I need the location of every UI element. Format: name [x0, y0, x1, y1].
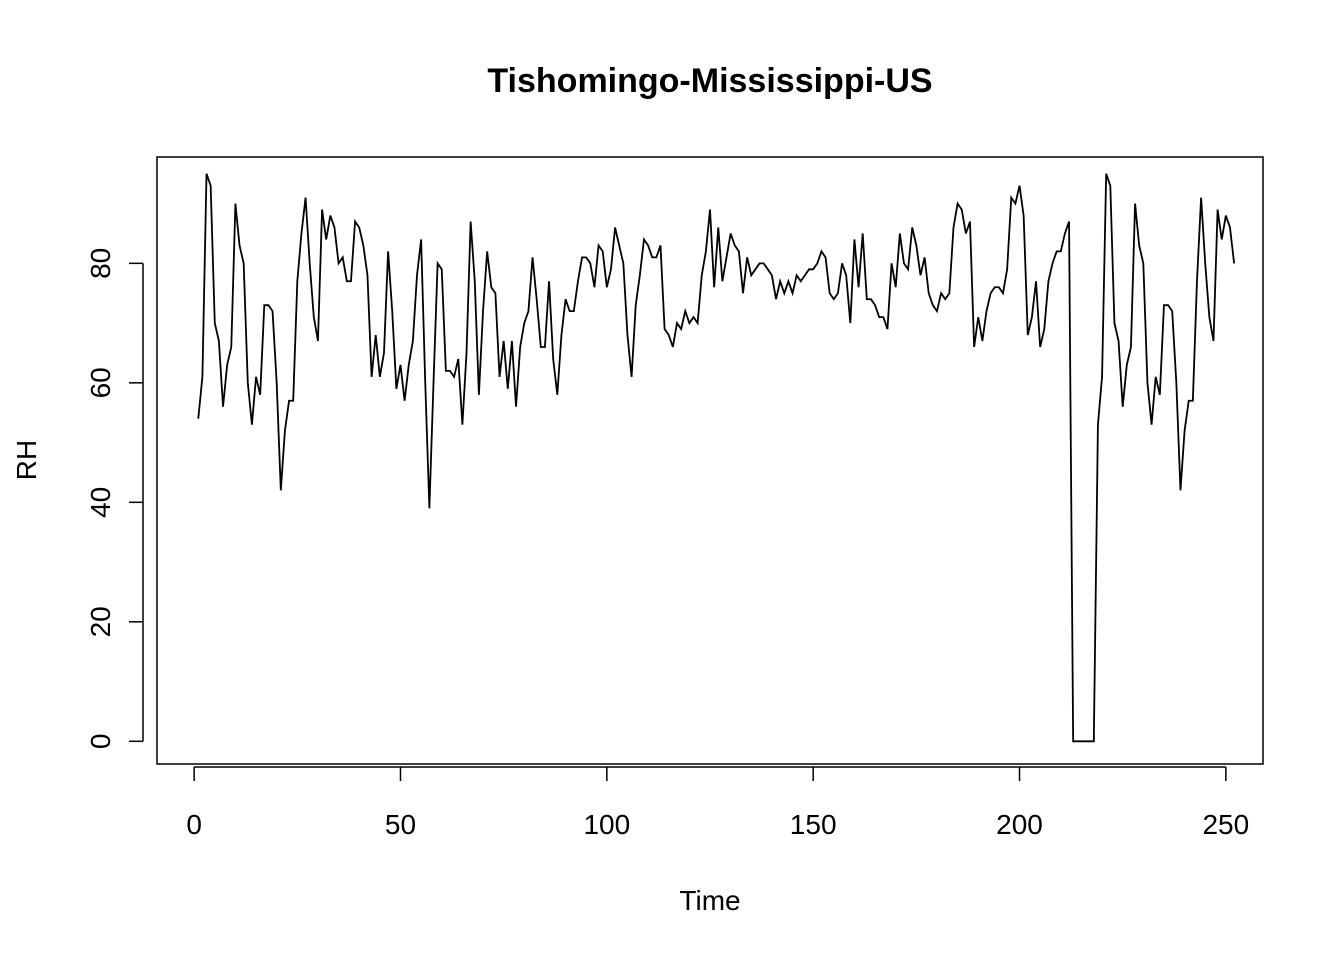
- y-tick-label: 40: [85, 487, 116, 518]
- x-axis: 0 50 100 150 200 250: [186, 766, 1249, 840]
- y-axis: 0 20 40 60 80: [85, 248, 144, 750]
- plot-frame: [156, 156, 1264, 765]
- x-tick-label: 0: [186, 809, 202, 840]
- x-axis-label: Time: [679, 885, 740, 916]
- y-tick-label: 80: [85, 248, 116, 279]
- x-tick-label: 200: [996, 809, 1043, 840]
- y-axis-label: RH: [11, 440, 42, 480]
- series-line: [197, 173, 1236, 743]
- x-tick-label: 250: [1202, 809, 1249, 840]
- chart-title: Tishomingo-Mississippi-US: [487, 62, 932, 100]
- y-tick-label: 0: [85, 734, 116, 750]
- x-tick-label: 100: [583, 809, 630, 840]
- y-tick-label: 60: [85, 367, 116, 398]
- y-tick-label: 20: [85, 606, 116, 637]
- x-tick-label: 50: [385, 809, 416, 840]
- x-tick-label: 150: [790, 809, 837, 840]
- series-layer: [197, 173, 1236, 743]
